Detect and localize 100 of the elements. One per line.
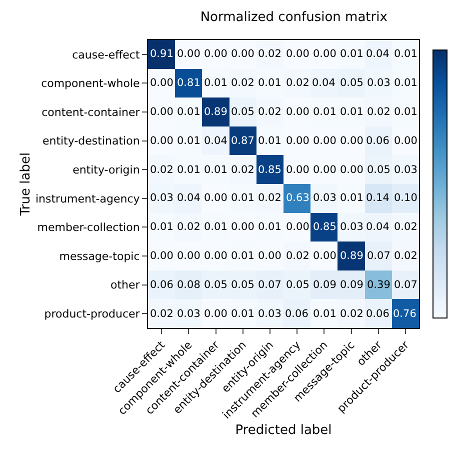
data-label: 0.05 — [231, 279, 254, 291]
data-label: 0.39 — [367, 279, 390, 291]
data-label: 0.06 — [366, 135, 390, 147]
data-label: 0.05 — [340, 77, 364, 89]
data-label: 0.89 — [204, 106, 228, 118]
data-label: 0.01 — [204, 164, 228, 176]
data-label: 0.02 — [150, 308, 174, 320]
data-label: 0.02 — [231, 77, 254, 89]
data-label: 0.01 — [177, 164, 200, 176]
data-label: 0.00 — [204, 192, 228, 204]
data-label: 0.09 — [313, 279, 336, 291]
data-label: 0.89 — [340, 250, 364, 262]
data-label: 0.00 — [204, 308, 228, 320]
data-label: 0.00 — [286, 106, 310, 118]
data-label: 0.00 — [231, 48, 254, 60]
data-label: 0.04 — [312, 77, 336, 89]
data-label: 0.03 — [258, 308, 282, 320]
data-label: 0.00 — [394, 135, 418, 147]
data-label: 0.05 — [286, 279, 310, 291]
data-label: 0.01 — [231, 192, 254, 204]
y-tick-label: product-producer — [44, 307, 140, 320]
data-label: 0.01 — [313, 106, 336, 118]
data-label: 0.04 — [177, 192, 201, 204]
data-label: 0.00 — [286, 135, 310, 147]
data-label: 0.06 — [366, 308, 390, 320]
data-label: 0.03 — [367, 77, 390, 89]
y-tick-label: entity-origin — [72, 163, 140, 176]
y-tick-label: message-topic — [59, 250, 140, 263]
data-label: 0.03 — [177, 308, 200, 320]
data-label: 0.01 — [313, 308, 336, 320]
data-label: 0.01 — [394, 77, 418, 89]
data-label: 0.02 — [286, 250, 310, 262]
data-label: 0.00 — [177, 250, 200, 262]
data-label: 0.08 — [177, 279, 200, 291]
data-label: 0.01 — [258, 221, 282, 233]
data-label: 0.00 — [313, 164, 336, 176]
y-tick-label: member-collection — [37, 221, 140, 234]
data-label: 0.06 — [150, 279, 174, 291]
data-label: 0.00 — [286, 48, 310, 60]
data-label: 0.03 — [394, 164, 418, 176]
data-label: 0.01 — [204, 221, 228, 233]
data-label: 0.01 — [258, 77, 282, 89]
data-label: 0.02 — [258, 48, 282, 60]
data-label: 0.01 — [258, 135, 282, 147]
data-label: 0.02 — [394, 250, 418, 262]
data-label: 0.02 — [231, 164, 254, 176]
data-label: 0.02 — [150, 164, 174, 176]
data-label: 0.02 — [367, 106, 390, 118]
data-label: 0.07 — [394, 279, 418, 291]
data-label: 0.02 — [340, 308, 364, 320]
data-label: 0.01 — [231, 308, 254, 320]
data-label: 0.01 — [177, 135, 200, 147]
data-label: 0.85 — [258, 164, 282, 176]
y-tick-label: entity-destination — [42, 134, 140, 148]
data-label: 0.00 — [286, 164, 310, 176]
data-label: 0.01 — [177, 106, 200, 118]
data-label: 0.04 — [204, 135, 228, 147]
data-label: 0.03 — [313, 192, 336, 204]
data-label: 0.04 — [366, 48, 390, 60]
y-axis-title: True label — [18, 152, 34, 217]
data-label: 0.00 — [204, 48, 228, 60]
data-label: 0.01 — [150, 221, 174, 233]
data-label: 0.00 — [150, 250, 174, 262]
data-label: 0.07 — [258, 279, 282, 291]
data-label: 0.06 — [285, 308, 309, 320]
data-label: 0.01 — [231, 250, 254, 262]
data-label: 0.63 — [286, 192, 310, 204]
data-label: 0.00 — [204, 250, 228, 262]
data-label: 0.00 — [231, 221, 254, 233]
data-label: 0.00 — [150, 77, 174, 89]
chart-title: Normalized confusion matrix — [200, 10, 388, 25]
y-tick-label: other — [110, 278, 140, 292]
data-label: 0.00 — [258, 250, 282, 262]
data-label: 0.00 — [177, 48, 200, 60]
data-label: 0.81 — [177, 77, 200, 89]
data-label: 0.01 — [204, 77, 228, 89]
data-label: 0.02 — [177, 221, 200, 233]
data-label: 0.02 — [258, 192, 282, 204]
data-label: 0.03 — [340, 221, 364, 233]
data-label: 0.04 — [366, 221, 390, 233]
data-label: 0.00 — [150, 106, 174, 118]
data-label: 0.03 — [150, 192, 174, 204]
data-label: 0.10 — [394, 192, 418, 204]
x-axis-title: Predicted label — [235, 423, 332, 438]
data-label: 0.01 — [340, 106, 364, 118]
data-label: 0.01 — [394, 48, 418, 60]
data-label: 0.01 — [340, 192, 364, 204]
y-tick-label: component-whole — [41, 77, 140, 90]
data-label: 0.00 — [340, 164, 364, 176]
data-label: 0.05 — [204, 279, 228, 291]
data-label: 0.01 — [394, 106, 418, 118]
data-label: 0.87 — [231, 135, 254, 147]
data-label: 0.09 — [340, 279, 364, 291]
data-label: 0.85 — [313, 221, 336, 233]
data-label: 0.00 — [340, 135, 364, 147]
data-label: 0.14 — [366, 192, 390, 204]
data-label: 0.02 — [258, 106, 282, 118]
y-tick-label: cause-effect — [72, 48, 140, 62]
data-label: 0.05 — [367, 164, 390, 176]
data-label: 0.07 — [367, 250, 390, 262]
